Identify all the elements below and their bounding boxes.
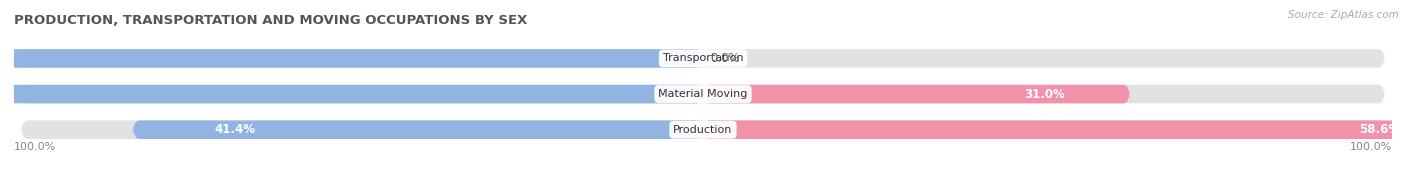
Text: 58.6%: 58.6% [1358,123,1400,136]
Text: 100.0%: 100.0% [1350,142,1392,152]
Text: 31.0%: 31.0% [1025,88,1066,101]
Text: Production: Production [673,125,733,135]
FancyBboxPatch shape [21,85,1385,103]
FancyBboxPatch shape [21,49,1385,68]
FancyBboxPatch shape [0,49,703,68]
FancyBboxPatch shape [703,85,1130,103]
Text: 0.0%: 0.0% [710,52,740,65]
Text: Material Moving: Material Moving [658,89,748,99]
Text: Transportation: Transportation [662,54,744,64]
FancyBboxPatch shape [703,121,1406,139]
FancyBboxPatch shape [0,85,703,103]
FancyBboxPatch shape [21,121,1385,139]
Text: Source: ZipAtlas.com: Source: ZipAtlas.com [1288,10,1399,20]
Text: 41.4%: 41.4% [215,123,256,136]
FancyBboxPatch shape [132,121,703,139]
Text: 100.0%: 100.0% [14,142,56,152]
Text: PRODUCTION, TRANSPORTATION AND MOVING OCCUPATIONS BY SEX: PRODUCTION, TRANSPORTATION AND MOVING OC… [14,14,527,27]
